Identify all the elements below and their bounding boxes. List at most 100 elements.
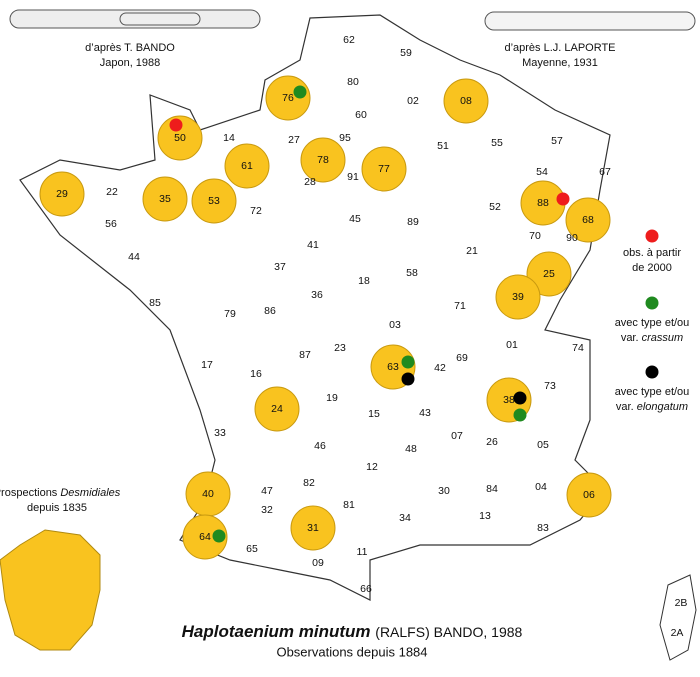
department-code: 18	[358, 275, 370, 287]
legend-prefix: var.	[621, 332, 639, 344]
legend-text: de 2000	[632, 262, 672, 274]
department-code: 74	[572, 342, 584, 354]
department-code: 43	[419, 407, 431, 419]
department-code: 07	[451, 430, 463, 442]
department-code: 40	[202, 488, 214, 500]
department-code: 33	[214, 427, 226, 439]
france-outline	[19, 14, 611, 601]
department-code: 53	[208, 195, 220, 207]
inset-word: Prospections	[0, 487, 58, 499]
department-code: 15	[368, 408, 380, 420]
department-code: 42	[434, 362, 446, 374]
department-code: 60	[355, 109, 367, 121]
legend-dot	[645, 365, 659, 379]
source-caption: d’après L.J. LAPORTE	[504, 42, 615, 54]
observation-dot	[293, 85, 307, 99]
department-code: 38	[503, 394, 515, 406]
department-code: 25	[543, 268, 555, 280]
department-code: 70	[529, 230, 541, 242]
department-code: 47	[261, 485, 273, 497]
department-code: 41	[307, 239, 319, 251]
department-code: 95	[339, 132, 351, 144]
department-code: 66	[360, 583, 372, 595]
highlighted-department	[254, 386, 300, 432]
department-code: 89	[407, 216, 419, 228]
department-code: 23	[334, 342, 346, 354]
department-code: 55	[491, 137, 503, 149]
highlighted-department	[157, 115, 203, 161]
legend-text: var. crassum	[621, 332, 683, 344]
highlighted-department	[443, 78, 489, 124]
department-code: 58	[406, 267, 418, 279]
highlighted-department	[361, 146, 407, 192]
department-code: 85	[149, 297, 161, 309]
legend: obs. à partir de 2000 avec type et/ou var. …	[615, 229, 690, 413]
department-code: 34	[399, 512, 411, 524]
highlighted-department	[290, 505, 336, 551]
inset-map	[0, 529, 101, 651]
observation-dot	[212, 529, 226, 543]
department-code: 32	[261, 504, 273, 516]
department-code: 71	[454, 300, 466, 312]
highlighted-department	[300, 137, 346, 183]
department-code: 73	[544, 380, 556, 392]
highlighted-department	[39, 171, 85, 217]
inset-caption: Prospections Desmidiales	[0, 487, 121, 499]
labels: 62 59 80 02 08 76 60 50 14 27 95 78 91 77 51 55 57 67 61 28…	[56, 34, 687, 639]
department-code: 04	[535, 481, 547, 493]
observations	[169, 85, 570, 543]
department-code: 01	[506, 339, 518, 351]
department-code: 50	[174, 132, 186, 144]
legend-text: avec type et/ou	[615, 317, 690, 329]
title: Haplotaenium minutum (RALFS) BANDO, 1988	[182, 622, 523, 641]
department-code: 79	[224, 308, 236, 320]
department-code: 83	[537, 522, 549, 534]
department-code: 54	[536, 166, 548, 178]
department-code: 46	[314, 440, 326, 452]
department-code: 86	[264, 305, 276, 317]
highlighted-department	[142, 176, 188, 222]
inset-caption: depuis 1835	[27, 502, 87, 514]
department-code: 68	[582, 214, 594, 226]
department-code: 30	[438, 485, 450, 497]
department-code: 44	[128, 251, 140, 263]
observation-dot	[513, 408, 527, 422]
department-code: 08	[460, 95, 472, 107]
department-code: 14	[223, 132, 235, 144]
highlighted-department	[526, 251, 572, 297]
department-code: 56	[105, 218, 117, 230]
department-code: 64	[199, 531, 211, 543]
highlighted-department	[191, 178, 237, 224]
department-code: 35	[159, 193, 171, 205]
observation-dot	[401, 372, 415, 386]
department-code: 29	[56, 188, 68, 200]
observation-dot	[169, 118, 183, 132]
illustrations	[9, 9, 696, 31]
department-code: 12	[366, 461, 378, 473]
department-code: 87	[299, 349, 311, 361]
legend-text: avec type et/ou	[615, 386, 690, 398]
subtitle: Observations depuis 1884	[276, 644, 427, 659]
department-code: 51	[437, 140, 449, 152]
department-code: 2A	[671, 627, 684, 639]
department-code: 69	[456, 352, 468, 364]
department-code: 02	[407, 95, 419, 107]
department-code: 16	[250, 368, 262, 380]
legend-dot	[645, 296, 659, 310]
department-code: 77	[378, 163, 390, 175]
departments: 62 59 80 02 08 76 60 50 14 27 95 78 91 77 51 55 57 67 61 28…	[39, 34, 687, 639]
department-code: 26	[486, 436, 498, 448]
inset-taxon: Desmidiales	[60, 487, 120, 499]
source-caption: Mayenne, 1931	[522, 57, 598, 69]
highlighted-department	[566, 472, 612, 518]
department-code: 88	[537, 197, 549, 209]
highlighted-department	[495, 274, 541, 320]
department-code: 59	[400, 47, 412, 59]
department-code: 19	[326, 392, 338, 404]
department-code: 57	[551, 135, 563, 147]
department-code: 65	[246, 543, 258, 555]
legend-taxon: elongatum	[637, 401, 688, 413]
department-code: 13	[479, 510, 491, 522]
legend-prefix: var.	[616, 401, 634, 413]
